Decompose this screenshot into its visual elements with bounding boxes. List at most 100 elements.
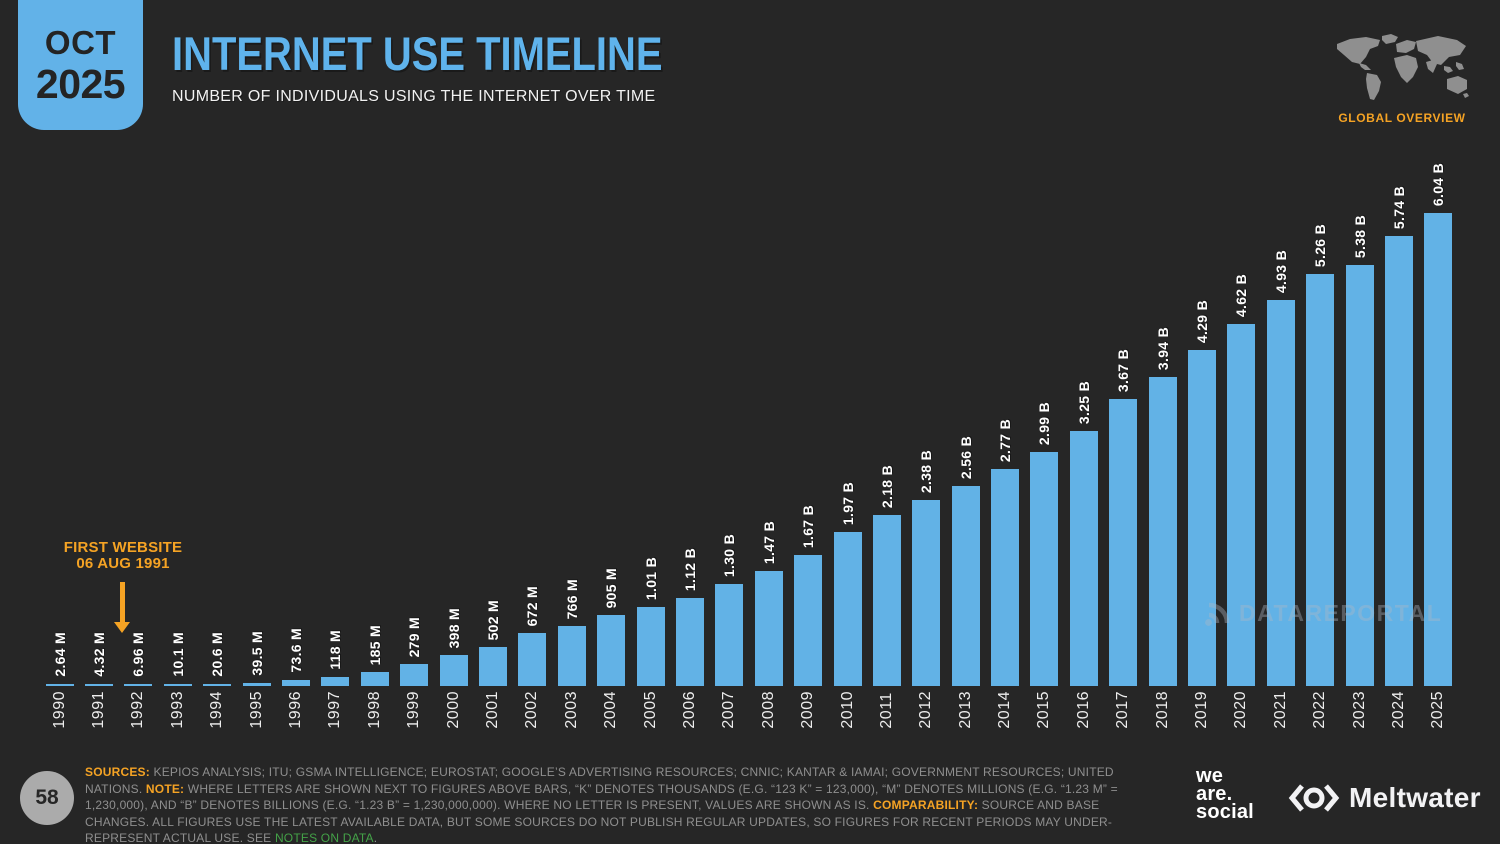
global-overview-block: GLOBAL OVERVIEW xyxy=(1332,32,1472,125)
bar-value-label: 2.38 B xyxy=(918,449,935,493)
year-cell-1998: 1998 xyxy=(355,691,394,729)
bar-cell-2024: 5.74 B xyxy=(1379,153,1418,686)
bar-cell-1996: 73.6 M xyxy=(276,153,315,686)
year-cell-2016: 2016 xyxy=(1064,691,1103,729)
year-label: 1999 xyxy=(405,691,423,729)
bar-cell-2000: 398 M xyxy=(434,153,473,686)
year-label: 2003 xyxy=(562,691,580,729)
bar-value-label: 118 M xyxy=(327,630,344,670)
page-number: 58 xyxy=(35,786,59,809)
year-cell-2002: 2002 xyxy=(513,691,552,729)
bar-1991 xyxy=(85,684,114,686)
datareportal-logo-icon xyxy=(1205,602,1230,626)
bar-value-label: 1.30 B xyxy=(721,533,738,577)
bar-1995 xyxy=(242,683,271,686)
notes-on-data-link[interactable]: NOTES ON DATA xyxy=(274,831,374,844)
we-are-social-logo: we are. social xyxy=(1196,766,1254,822)
year-cell-2001: 2001 xyxy=(473,691,512,729)
bar-value-label: 10.1 M xyxy=(169,632,186,677)
bar-2024 xyxy=(1384,236,1413,686)
bar-cell-2008: 1.47 B xyxy=(749,153,788,686)
year-cell-2003: 2003 xyxy=(552,691,591,729)
year-label: 2020 xyxy=(1232,691,1250,729)
bar-1999 xyxy=(400,664,429,686)
year-label: 1995 xyxy=(247,691,265,729)
year-cell-2010: 2010 xyxy=(828,691,867,729)
year-cell-1992: 1992 xyxy=(119,691,158,729)
bar-value-label: 20.6 M xyxy=(209,632,226,677)
year-label: 2007 xyxy=(720,691,738,729)
bar-cell-2002: 672 M xyxy=(513,153,552,686)
bar-2012 xyxy=(912,500,941,686)
bar-value-label: 905 M xyxy=(603,567,620,608)
bar-value-label: 6.04 B xyxy=(1430,162,1447,206)
year-cell-2005: 2005 xyxy=(631,691,670,729)
year-label: 1994 xyxy=(208,691,226,729)
bar-2009 xyxy=(794,555,823,686)
year-label: 2022 xyxy=(1311,691,1329,729)
bar-2021 xyxy=(1266,300,1295,686)
bar-cell-2007: 1.30 B xyxy=(710,153,749,686)
year-cell-1997: 1997 xyxy=(316,691,355,729)
comparability-label: COMPARABILITY: xyxy=(873,798,979,812)
year-label: 1996 xyxy=(287,691,305,729)
bar-value-label: 2.77 B xyxy=(997,418,1014,462)
bar-value-label: 4.32 M xyxy=(91,632,108,677)
date-badge: OCT 2025 xyxy=(18,0,143,130)
bar-1994 xyxy=(203,684,232,686)
bar-2011 xyxy=(872,515,901,686)
year-cell-2004: 2004 xyxy=(591,691,630,729)
bar-cell-1997: 118 M xyxy=(316,153,355,686)
bar-2003 xyxy=(557,626,586,686)
annotation-arrow xyxy=(120,582,125,622)
note-label: NOTE: xyxy=(145,781,185,796)
bar-1990 xyxy=(45,684,74,686)
bar-value-label: 5.38 B xyxy=(1351,214,1368,258)
annotation-line1: FIRST WEBSITE xyxy=(63,539,183,556)
bar-cell-2022: 5.26 B xyxy=(1301,153,1340,686)
bar-2013 xyxy=(951,486,980,686)
watermark-text: DATAREPORTAL xyxy=(1239,599,1443,626)
bar-cell-1999: 279 M xyxy=(395,153,434,686)
year-label: 1992 xyxy=(129,691,147,729)
year-label: 2006 xyxy=(680,691,698,729)
bar-value-label: 5.26 B xyxy=(1312,223,1329,267)
bar-cell-2004: 905 M xyxy=(591,153,630,686)
bar-cell-2019: 4.29 B xyxy=(1182,153,1221,686)
year-cell-1993: 1993 xyxy=(158,691,197,729)
bar-value-label: 672 M xyxy=(524,585,541,626)
year-cell-2013: 2013 xyxy=(946,691,985,729)
bar-cell-2018: 3.94 B xyxy=(1143,153,1182,686)
year-label: 2013 xyxy=(956,691,974,729)
bar-cell-2021: 4.93 B xyxy=(1261,153,1300,686)
bar-2004 xyxy=(597,615,626,686)
year-cell-1991: 1991 xyxy=(79,691,118,729)
year-label: 2011 xyxy=(877,692,895,729)
year-cell-2017: 2017 xyxy=(1104,691,1143,729)
bar-value-label: 6.96 M xyxy=(130,632,147,677)
year-cell-1995: 1995 xyxy=(237,691,276,729)
was-logo-line2: are. xyxy=(1196,783,1233,805)
bar-2001 xyxy=(478,647,507,686)
year-label: 2005 xyxy=(641,691,659,729)
bar-value-label: 5.74 B xyxy=(1390,185,1407,229)
year-label: 1990 xyxy=(50,691,68,729)
year-label: 2002 xyxy=(523,691,541,729)
bar-2000 xyxy=(439,655,468,686)
bar-cell-2005: 1.01 B xyxy=(631,153,670,686)
year-cell-2019: 2019 xyxy=(1182,691,1221,729)
year-label: 2012 xyxy=(917,691,935,729)
bar-value-label: 39.5 M xyxy=(248,631,265,676)
year-label: 2000 xyxy=(444,691,462,729)
bar-value-label: 2.18 B xyxy=(878,464,895,508)
year-label: 2015 xyxy=(1035,691,1053,729)
year-label: 2018 xyxy=(1153,691,1171,729)
notes-suffix: . xyxy=(373,831,378,844)
page-title: INTERNET USE TIMELINE xyxy=(172,27,663,80)
year-label: 1998 xyxy=(365,691,383,729)
bar-2015 xyxy=(1030,452,1059,686)
bar-2010 xyxy=(833,532,862,686)
bar-value-label: 3.25 B xyxy=(1075,380,1092,424)
bar-2023 xyxy=(1345,265,1374,686)
year-cell-2014: 2014 xyxy=(985,691,1024,729)
